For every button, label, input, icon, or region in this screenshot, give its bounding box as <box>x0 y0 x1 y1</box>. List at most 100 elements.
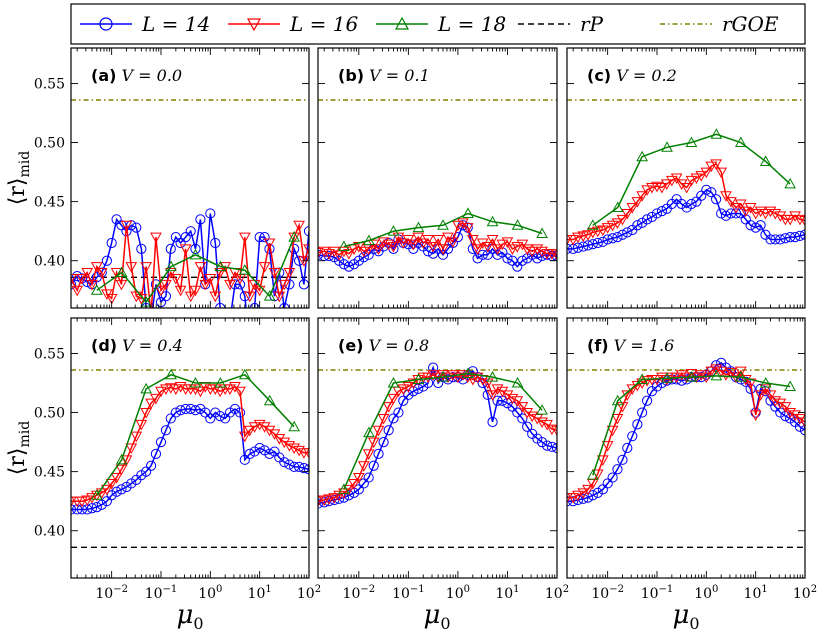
data-point <box>348 244 360 255</box>
data-point <box>696 190 707 201</box>
data-point <box>81 268 94 279</box>
data-point <box>318 496 324 508</box>
data-point <box>734 199 747 211</box>
data-point <box>611 394 624 406</box>
data-point <box>437 244 449 255</box>
data-point <box>111 486 122 497</box>
data-point <box>764 390 777 401</box>
data-point <box>789 410 801 421</box>
series-line-L18 <box>343 212 543 248</box>
data-point <box>670 173 683 185</box>
data-point <box>492 249 503 260</box>
data-point <box>506 393 519 405</box>
data-point <box>338 246 350 258</box>
data-point <box>526 246 539 258</box>
panel-frame <box>70 317 310 579</box>
data-point <box>76 504 88 515</box>
data-point <box>486 390 499 401</box>
data-point <box>210 237 221 249</box>
data-point <box>706 187 717 198</box>
data-point <box>71 273 77 285</box>
data-point <box>165 243 176 255</box>
data-point <box>452 372 464 384</box>
data-point <box>701 184 712 195</box>
data-point <box>597 236 608 247</box>
data-point <box>710 369 723 381</box>
data-point <box>382 239 395 251</box>
data-point <box>685 136 698 148</box>
data-point <box>511 219 524 230</box>
data-point <box>234 407 246 418</box>
data-point <box>799 425 805 436</box>
series-line-L18 <box>96 236 295 304</box>
data-point <box>353 484 364 495</box>
data-point <box>621 208 634 220</box>
data-point <box>720 370 732 381</box>
legend-entry: rGOE <box>660 12 779 36</box>
data-point <box>387 376 400 388</box>
data-point <box>140 262 152 273</box>
data-point <box>774 211 787 222</box>
data-point <box>318 246 331 258</box>
data-point <box>105 478 118 490</box>
data-point <box>145 460 157 471</box>
data-point <box>155 285 167 297</box>
data-point <box>769 396 782 407</box>
data-point <box>90 262 103 273</box>
data-point <box>169 384 182 395</box>
data-point <box>602 478 613 489</box>
data-point <box>407 239 420 251</box>
data-point <box>491 244 504 255</box>
data-point <box>461 223 474 234</box>
data-point <box>720 191 732 202</box>
data-point <box>86 279 98 291</box>
data-point <box>417 238 430 250</box>
data-point <box>338 483 350 494</box>
panel-f: 10−2 10−1 100 101 102 (f) V = 1.6 <box>566 317 817 602</box>
data-point <box>363 426 375 438</box>
data-point <box>462 207 474 218</box>
data-point <box>253 419 266 431</box>
data-point <box>101 484 113 496</box>
data-point <box>466 374 479 386</box>
data-point <box>501 237 514 248</box>
data-point <box>546 249 557 260</box>
data-point <box>471 244 484 255</box>
data-point <box>551 250 557 262</box>
data-point <box>215 410 226 422</box>
series-line-L18 <box>96 373 295 496</box>
data-point <box>131 222 142 233</box>
x-tick-label: 101 <box>744 584 768 602</box>
data-point <box>716 208 727 219</box>
data-point <box>195 214 206 225</box>
data-point <box>536 404 548 415</box>
data-point <box>675 179 688 190</box>
data-point <box>333 490 345 502</box>
x-tick-label: 100 <box>694 584 718 602</box>
data-point <box>229 403 241 415</box>
data-point <box>165 260 177 272</box>
x-tick-label: 100 <box>198 584 222 602</box>
data-point <box>785 231 796 243</box>
data-point <box>81 495 94 507</box>
data-point <box>343 261 354 272</box>
data-point <box>338 240 350 252</box>
axis-labels: μ0 μ0 μ0 ⟨r⟩mid ⟨r⟩mid <box>5 151 700 633</box>
data-point <box>725 208 737 219</box>
data-point <box>572 232 584 244</box>
data-point <box>140 382 152 394</box>
data-point <box>328 493 341 504</box>
data-point <box>710 128 723 139</box>
series-line-L18 <box>343 372 543 490</box>
data-point <box>739 374 752 386</box>
data-point <box>536 246 548 258</box>
data-point <box>754 206 767 218</box>
data-point <box>775 234 786 245</box>
data-point <box>700 167 713 179</box>
data-point <box>293 220 305 232</box>
data-point <box>477 249 488 260</box>
panel-b: (b) V = 0.1 <box>317 47 558 309</box>
data-point <box>150 393 162 405</box>
data-point <box>685 371 698 382</box>
data-point <box>224 279 236 291</box>
